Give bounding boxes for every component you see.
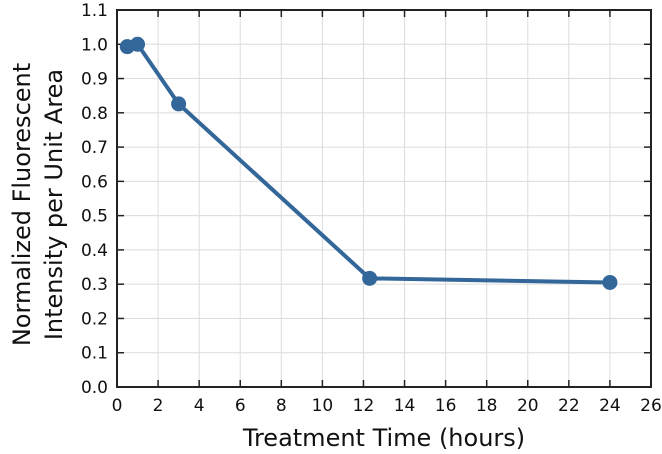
y-tick-label: 1.0: [81, 35, 108, 55]
y-tick-label: 1.1: [81, 1, 108, 21]
x-tick-label: 0: [112, 396, 123, 416]
x-tick-label: 24: [599, 396, 621, 416]
y-tick-label: 0.9: [81, 70, 108, 90]
x-tick-label: 16: [435, 396, 457, 416]
data-point-marker: [130, 36, 146, 52]
y-tick-label: 0.6: [81, 172, 108, 192]
axis-ticks: [116, 9, 652, 388]
grid-lines: [116, 9, 652, 388]
data-series-line: [126, 42, 610, 285]
x-tick-label: 18: [476, 396, 498, 416]
y-tick-labels: 0.0 0.1 0.2 0.3 0.4 0.5 0.6 0.7 0.8 0.9 1.0 1.1: [81, 1, 108, 398]
x-tick-label: 6: [235, 396, 246, 416]
x-tick-label: 4: [194, 396, 205, 416]
x-tick-label: 14: [394, 396, 416, 416]
y-tick-label: 0.5: [81, 207, 108, 227]
y-tick-label: 0.1: [81, 344, 108, 364]
y-tick-label: 0.4: [81, 241, 108, 261]
x-tick-label: 8: [276, 396, 287, 416]
data-point-marker: [602, 274, 618, 290]
data-point-marker: [171, 96, 187, 112]
data-point-marker: [362, 270, 378, 286]
x-axis-title: Treatment Time (hours): [242, 424, 525, 452]
y-axis-title-line2: Intensity per Unit Area: [40, 69, 68, 340]
y-axis-title-line1: Normalized Fluorescent: [8, 63, 36, 346]
y-tick-label: 0.8: [81, 104, 108, 124]
y-tick-label: 0.3: [81, 275, 108, 295]
x-tick-label: 26: [640, 396, 662, 416]
x-tick-labels: 0 2 4 6 8 10 12 14 16 18 20 22 24 26: [112, 396, 662, 416]
x-tick-label: 12: [353, 396, 375, 416]
data-points: [119, 36, 618, 290]
y-tick-label: 0.0: [81, 378, 108, 398]
x-tick-label: 22: [558, 396, 580, 416]
x-tick-label: 2: [153, 396, 164, 416]
x-tick-label: 20: [517, 396, 539, 416]
y-tick-label: 0.7: [81, 138, 108, 158]
plot-frame: [116, 9, 652, 388]
x-tick-label: 10: [312, 396, 334, 416]
y-tick-label: 0.2: [81, 309, 108, 329]
